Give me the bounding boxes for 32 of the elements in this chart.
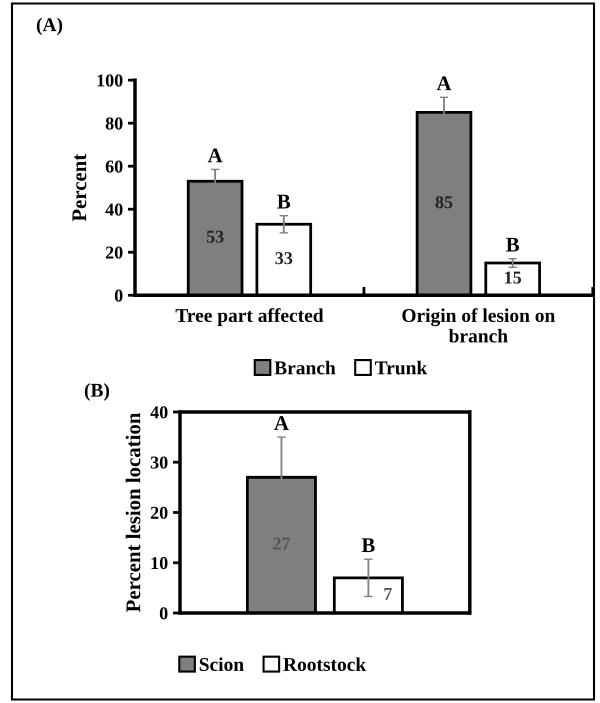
y-tick-label: 0 [114,290,123,302]
y-tick-label: 40 [150,406,168,418]
y-tick-label: 100 [98,74,123,87]
chart-title: (B) [84,383,110,401]
x-tick-label: Origin of lesion on branch [402,308,556,343]
y-tick-label: 20 [106,246,123,259]
legend-label: Trunk [374,360,428,375]
annotation: B [277,194,290,209]
x-tick-label: Tree part affected [176,308,324,326]
data-label: 33 [275,252,292,264]
y-axis-title: Percent [72,154,86,222]
y-tick-label: 10 [152,557,168,570]
annotation: A [208,148,222,162]
data-label: 85 [436,196,452,208]
annotation: B [362,538,375,552]
y-tick-label: 60 [106,160,123,173]
y-tick-label: 20 [150,506,168,519]
legend-label: Branch [274,360,336,374]
y-tick-label: 80 [106,117,123,130]
data-label: 15 [505,272,522,284]
y-tick-label: 30 [150,456,168,469]
data-label: 7 [384,588,392,600]
legend-label: Scion [200,657,244,672]
annotation: B [506,238,520,252]
legend-label: Rootstock [283,657,366,672]
y-tick-label: 0 [160,607,168,620]
data-label: 53 [206,230,224,243]
annotation: A [274,416,289,430]
y-tick-label: 40 [105,203,123,216]
y-axis-title: Percent lesion location [126,412,140,612]
chart-title: (A) [36,18,62,36]
annotation: A [436,76,452,90]
